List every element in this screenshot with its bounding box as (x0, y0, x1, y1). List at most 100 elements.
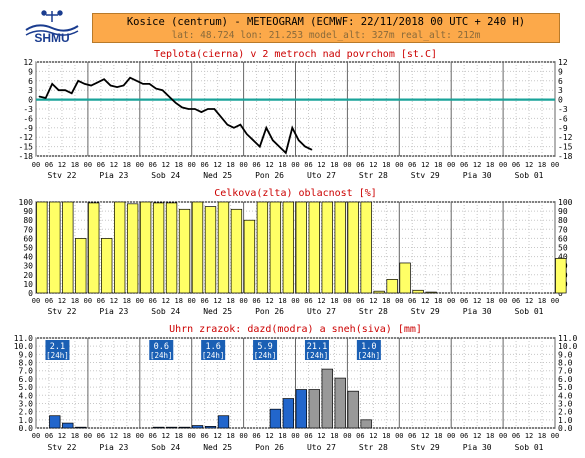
rain-bar (282, 398, 295, 429)
x-hour-label: 12 (110, 297, 118, 305)
y-tick-label-right: 10.0 (558, 342, 577, 351)
y-tick-label-left: 10 (23, 280, 33, 289)
header-box: Kosice (centrum) - METEOGRAM (ECMWF: 22/… (92, 13, 560, 43)
cloud-bar (36, 201, 48, 294)
x-hour-label: 12 (525, 432, 533, 440)
y-tick-label-left: 8.0 (19, 359, 34, 368)
x-hour-label: 12 (473, 432, 481, 440)
cloud-bar (373, 290, 385, 294)
temperature-point (278, 146, 280, 148)
snow-bar (334, 377, 346, 429)
x-hour-label: 06 (460, 297, 468, 305)
temperature-point (233, 127, 235, 129)
y-tick-label-right: 60 (558, 234, 568, 243)
y-tick-label-left: 11.0 (14, 334, 33, 343)
y-tick-label-left: 40 (23, 253, 33, 262)
x-hour-label: 12 (421, 297, 429, 305)
x-hour-label: 00 (136, 432, 144, 440)
x-hour-label: 18 (538, 297, 546, 305)
x-hour-label: 18 (226, 161, 234, 169)
x-hour-label: 18 (278, 297, 286, 305)
y-tick-label-right: 3 (558, 86, 563, 95)
x-hour-label: 00 (84, 432, 92, 440)
x-hour-label: 06 (149, 161, 157, 169)
x-hour-label: 06 (200, 297, 208, 305)
y-tick-label-left: 9 (28, 67, 33, 76)
x-hour-label: 18 (382, 161, 390, 169)
temperature-point (51, 83, 53, 85)
x-hour-label: 12 (473, 161, 481, 169)
cloud-bar (334, 201, 346, 294)
temperature-point (161, 89, 164, 91)
cloud-bar (126, 203, 139, 294)
x-hour-label: 00 (84, 161, 92, 169)
panel-title-0: Teplota(cierna) v 2 metroch nad povrchom… (154, 49, 437, 60)
x-hour-label: 06 (200, 432, 208, 440)
x-day-label: Sob 24 (151, 171, 180, 180)
y-tick-label-right: 0 (558, 96, 563, 105)
x-hour-label: 12 (58, 297, 66, 305)
snow-bar (360, 419, 372, 429)
cloud-bar (256, 201, 269, 294)
y-tick-label-right: 9 (558, 67, 563, 76)
x-hour-label: 00 (32, 161, 40, 169)
logo-text: SHMU (34, 31, 69, 44)
x-hour-label: 12 (369, 161, 377, 169)
x-hour-label: 18 (175, 297, 183, 305)
x-hour-label: 06 (252, 297, 260, 305)
temperature-point (194, 108, 196, 110)
y-tick-label-left: 9.0 (19, 350, 34, 359)
daily-total-value: 5.9 (257, 342, 272, 352)
cloud-bar (308, 201, 320, 294)
temperature-point (311, 149, 313, 151)
x-hour-label: 18 (538, 161, 546, 169)
cloud-bar (75, 238, 87, 294)
y-tick-label-left: -18 (19, 152, 34, 161)
temperature-point (148, 83, 151, 85)
rain-bar (165, 426, 178, 429)
y-tick-label-right: 12 (558, 58, 568, 67)
x-day-label: Stv 22 (47, 443, 76, 452)
x-hour-label: 00 (291, 297, 299, 305)
x-hour-label: 06 (512, 432, 520, 440)
x-day-label: Pia 30 (463, 307, 492, 316)
x-hour-label: 06 (252, 432, 260, 440)
temperature-point (84, 83, 86, 85)
cloud-bar (165, 202, 178, 294)
x-day-label: Uto 27 (307, 307, 336, 316)
x-day-label: Pia 23 (99, 443, 128, 452)
snow-bar (347, 390, 359, 429)
temperature-point (272, 139, 274, 141)
temperature-point (116, 86, 118, 88)
y-tick-label-left: 6 (28, 77, 33, 86)
x-hour-label: 00 (187, 297, 195, 305)
x-hour-label: 18 (330, 161, 338, 169)
y-tick-label-right: 5.0 (558, 383, 573, 392)
x-day-label: Pon 26 (255, 307, 284, 316)
y-tick-label-left: -3 (23, 105, 33, 114)
temperature-point (200, 111, 203, 113)
temperature-point (168, 95, 170, 98)
x-hour-label: 12 (525, 161, 533, 169)
temperature-point (207, 108, 209, 110)
x-hour-label: 12 (265, 161, 273, 169)
y-tick-label-left: -6 (23, 114, 33, 123)
x-hour-label: 12 (213, 297, 221, 305)
x-hour-label: 06 (460, 161, 468, 169)
y-tick-label-left: 50 (23, 244, 33, 253)
cloud-bar (282, 201, 295, 294)
y-tick-label-left: 0 (28, 96, 33, 105)
x-hour-label: 00 (395, 161, 403, 169)
y-tick-label-left: 10.0 (14, 342, 33, 351)
daily-total-value: 2.1 (50, 342, 65, 352)
x-hour-label: 00 (499, 161, 507, 169)
daily-total-box (45, 340, 70, 360)
shmu-logo: SHMU (22, 8, 82, 45)
x-hour-label: 06 (149, 297, 157, 305)
rain-bar (191, 425, 204, 429)
rain-bar (269, 408, 282, 429)
x-hour-label: 12 (317, 432, 325, 440)
temperature-point (71, 92, 73, 94)
x-hour-label: 06 (304, 161, 312, 169)
